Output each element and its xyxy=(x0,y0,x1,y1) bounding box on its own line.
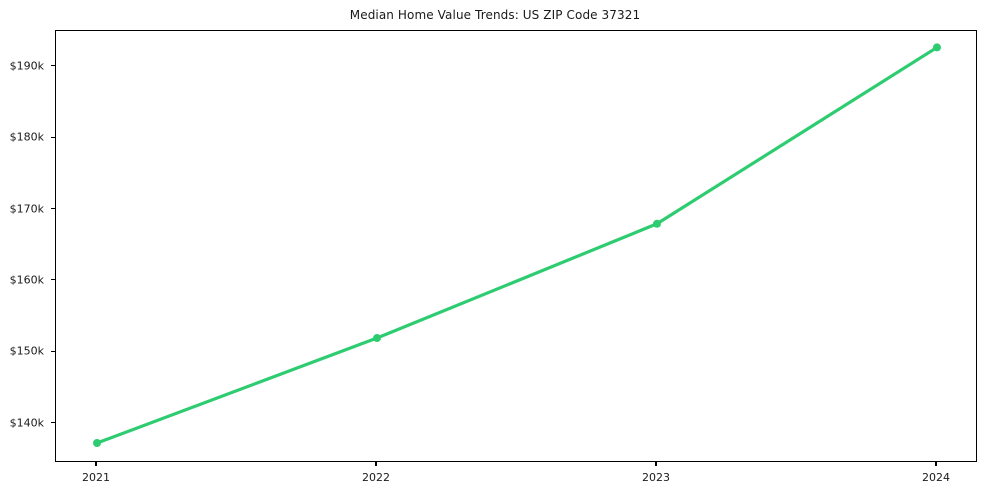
x-tick-label-2024: 2024 xyxy=(921,471,950,484)
data-point-markers xyxy=(93,43,941,448)
y-tick-mark-140000 xyxy=(51,422,55,424)
x-tick-mark-2021 xyxy=(95,462,97,466)
x-tick-mark-2023 xyxy=(655,462,657,466)
y-tick-mark-150000 xyxy=(51,350,55,352)
x-tick-mark-2022 xyxy=(375,462,377,466)
x-tick-label-2022: 2022 xyxy=(362,471,390,484)
data-point-2023 xyxy=(652,219,661,228)
data-point-2024 xyxy=(932,43,941,52)
y-tick-mark-160000 xyxy=(51,279,55,281)
x-tick-label-2021: 2021 xyxy=(82,471,111,484)
data-point-2022 xyxy=(373,334,382,343)
y-tick-label-170000: $170k xyxy=(9,202,44,215)
y-tick-label-180000: $180k xyxy=(9,130,44,144)
y-tick-label-160000: $160k xyxy=(9,273,44,287)
y-tick-mark-170000 xyxy=(51,207,55,210)
y-tick-mark-190000 xyxy=(51,65,55,67)
data-point-2021 xyxy=(93,439,102,448)
y-tick-label-190000: $190k xyxy=(9,59,44,73)
y-tick-mark-180000 xyxy=(51,136,55,138)
y-tick-label-140000: $140k xyxy=(9,416,44,430)
plot-area xyxy=(55,30,977,462)
y-tick-label-150000: $150k xyxy=(9,344,44,358)
chart-title: Median Home Value Trends: US ZIP Code 37… xyxy=(349,8,641,22)
line-chart-canvas xyxy=(93,43,941,448)
data-series-line xyxy=(95,45,939,445)
x-tick-mark-2024 xyxy=(935,462,937,466)
x-tick-label-2023: 2023 xyxy=(641,471,670,484)
